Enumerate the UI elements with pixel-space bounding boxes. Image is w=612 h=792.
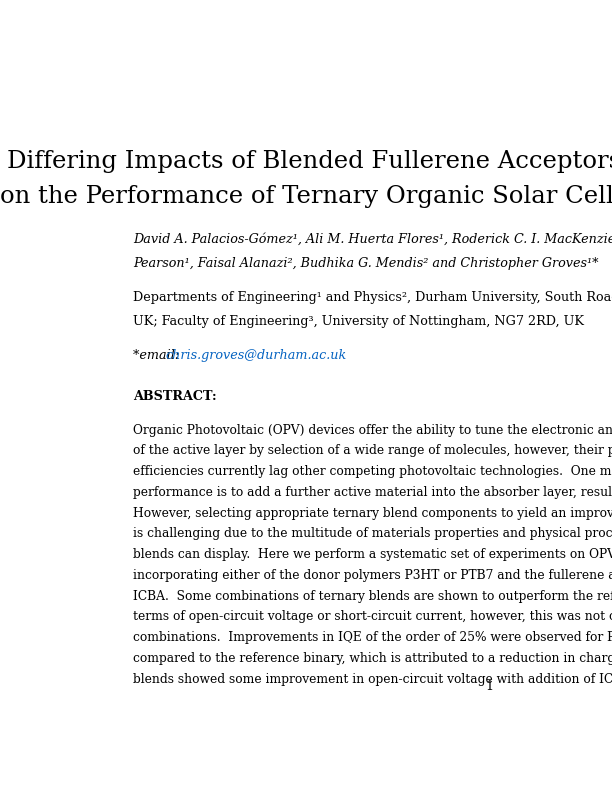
Text: compared to the reference binary, which is attributed to a reduction in charge r: compared to the reference binary, which … — [133, 652, 612, 664]
Text: blends can display.  Here we perform a systematic set of experiments on OPV tern: blends can display. Here we perform a sy… — [133, 548, 612, 562]
Text: of the active layer by selection of a wide range of molecules, however, their po: of the active layer by selection of a wi… — [133, 444, 612, 458]
Text: David A. Palacios-Gómez¹, Ali M. Huerta Flores¹, Roderick C. I. MacKenzie³, Chri: David A. Palacios-Gómez¹, Ali M. Huerta … — [133, 233, 612, 246]
Text: performance is to add a further active material into the absorber layer, resulti: performance is to add a further active m… — [133, 486, 612, 499]
Text: 1: 1 — [486, 680, 494, 693]
Text: Differing Impacts of Blended Fullerene Acceptors: Differing Impacts of Blended Fullerene A… — [7, 150, 612, 173]
Text: efficiencies currently lag other competing photovoltaic technologies.  One metho: efficiencies currently lag other competi… — [133, 465, 612, 478]
Text: is challenging due to the multitude of materials properties and physical process: is challenging due to the multitude of m… — [133, 527, 612, 540]
Text: incorporating either of the donor polymers P3HT or PTB7 and the fullerene accept: incorporating either of the donor polyme… — [133, 569, 612, 582]
Text: combinations.  Improvements in IQE of the order of 25% were observed for PTB7-ba: combinations. Improvements in IQE of the… — [133, 631, 612, 644]
Text: UK; Faculty of Engineering³, University of Nottingham, NG7 2RD, UK: UK; Faculty of Engineering³, University … — [133, 315, 584, 328]
Text: Organic Photovoltaic (OPV) devices offer the ability to tune the electronic and : Organic Photovoltaic (OPV) devices offer… — [133, 424, 612, 436]
Text: chris.groves@durham.ac.uk: chris.groves@durham.ac.uk — [166, 348, 347, 362]
Text: blends showed some improvement in open-circuit voltage with addition of ICBA due: blends showed some improvement in open-c… — [133, 672, 612, 686]
Text: Departments of Engineering¹ and Physics², Durham University, South Road, Durham,: Departments of Engineering¹ and Physics²… — [133, 291, 612, 304]
Text: ICBA.  Some combinations of ternary blends are shown to outperform the reference: ICBA. Some combinations of ternary blend… — [133, 589, 612, 603]
Text: *email:: *email: — [133, 348, 187, 362]
Text: However, selecting appropriate ternary blend components to yield an improvement : However, selecting appropriate ternary b… — [133, 507, 612, 520]
Text: terms of open-circuit voltage or short-circuit current, however, this was not ob: terms of open-circuit voltage or short-c… — [133, 611, 612, 623]
Text: Pearson¹, Faisal Alanazi², Budhika G. Mendis² and Christopher Groves¹*: Pearson¹, Faisal Alanazi², Budhika G. Me… — [133, 257, 599, 270]
Text: on the Performance of Ternary Organic Solar Cells: on the Performance of Ternary Organic So… — [1, 185, 612, 208]
Text: ABSTRACT:: ABSTRACT: — [133, 390, 217, 403]
